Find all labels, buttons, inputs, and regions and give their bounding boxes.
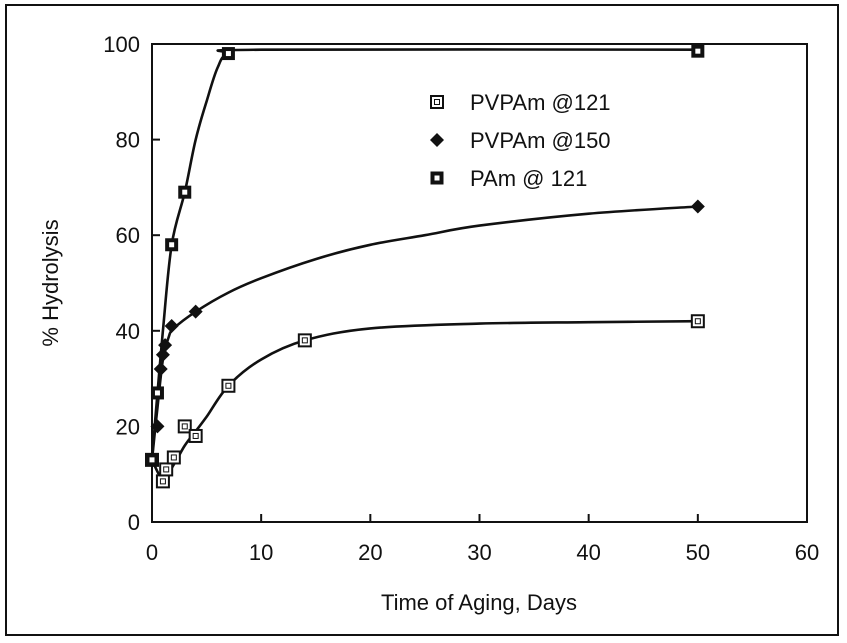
fit-curves bbox=[150, 48, 698, 481]
y-axis-title: % Hydrolysis bbox=[38, 219, 63, 346]
pvpam-150-marker bbox=[188, 304, 203, 319]
pam-121-marker bbox=[178, 185, 192, 199]
pam-121-marker bbox=[150, 386, 164, 400]
legend-pvpam-121-marker bbox=[430, 95, 444, 109]
x-tick-label: 30 bbox=[467, 540, 491, 565]
pvpam-150-marker bbox=[164, 319, 179, 334]
x-axis-ticks: 0 10 20 30 40 50 60 bbox=[146, 514, 819, 565]
legend-pam-121-label: PAm @ 121 bbox=[470, 166, 587, 191]
y-tick-label: 100 bbox=[103, 32, 140, 57]
pvpam-150-marker bbox=[690, 199, 705, 214]
legend: PVPAm @121 PVPAm @150 PAm @ 121 bbox=[430, 90, 611, 191]
legend-pam-121-marker bbox=[430, 171, 444, 185]
x-tick-label: 10 bbox=[249, 540, 273, 565]
pam-121-marker bbox=[691, 44, 705, 58]
pvpam-150-marker bbox=[153, 362, 168, 377]
pvpam-121-marker bbox=[155, 474, 170, 489]
x-tick-label: 20 bbox=[358, 540, 382, 565]
pam-121-marker bbox=[145, 453, 159, 467]
pvpam-121-marker bbox=[177, 419, 192, 434]
pam-121-marker bbox=[221, 47, 235, 61]
x-tick-label: 50 bbox=[686, 540, 710, 565]
pvpam-121-marker bbox=[188, 428, 203, 443]
pvpam-121-curve bbox=[150, 319, 698, 481]
x-axis-title: Time of Aging, Days bbox=[381, 590, 577, 615]
pvpam-121-marker bbox=[297, 333, 312, 348]
y-tick-label: 40 bbox=[116, 319, 140, 344]
pvpam-150-marker bbox=[155, 347, 170, 362]
legend-pvpam-150-label: PVPAm @150 bbox=[470, 128, 611, 153]
pam-121-marker bbox=[165, 238, 179, 252]
x-tick-label: 0 bbox=[146, 540, 158, 565]
pvpam-121-marker bbox=[690, 314, 705, 329]
legend-pvpam-121-label: PVPAm @121 bbox=[470, 90, 611, 115]
y-tick-label: 0 bbox=[128, 510, 140, 535]
pvpam-150-marker bbox=[158, 338, 173, 353]
x-tick-label: 40 bbox=[576, 540, 600, 565]
pvpam-121-marker bbox=[159, 462, 174, 477]
x-tick-label: 60 bbox=[795, 540, 819, 565]
pam-121-curve bbox=[150, 48, 698, 461]
legend-pvpam-150-marker bbox=[430, 133, 444, 147]
data-markers bbox=[145, 44, 705, 489]
pvpam-121-marker bbox=[166, 450, 181, 465]
y-tick-label: 20 bbox=[116, 414, 140, 439]
pvpam-150-curve bbox=[150, 205, 698, 461]
y-tick-label: 80 bbox=[116, 128, 140, 153]
pvpam-121-marker bbox=[221, 378, 236, 393]
chart-frame bbox=[5, 4, 839, 636]
y-tick-label: 60 bbox=[116, 223, 140, 248]
y-axis-ticks: 0 20 40 60 80 100 bbox=[103, 32, 160, 535]
